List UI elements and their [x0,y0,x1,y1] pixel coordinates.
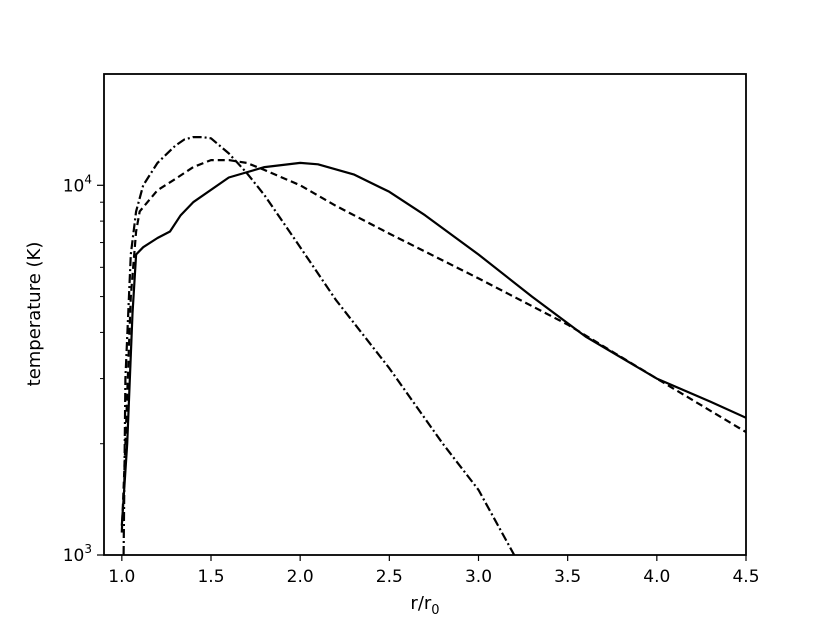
y-tick-label-exponent: 4 [84,172,92,186]
x-tick-label: 4.0 [643,567,670,587]
x-axis-label-main: r/r [410,593,431,614]
y-tick-label: 104 [63,172,92,196]
x-tick-label: 3.0 [465,567,492,587]
y-axis-label: temperature (K) [24,242,45,387]
y-tick-label: 103 [63,542,92,566]
series-solid-line [120,161,746,526]
plot-frame [103,73,747,556]
y-tick-label-base: 10 [63,176,85,196]
x-tick-label: 2.5 [376,567,403,587]
x-axis-label: r/r0 [410,593,439,618]
series-lines [120,136,746,555]
x-tick-label: 1.0 [108,567,135,587]
y-tick-label-exponent: 3 [84,542,92,556]
x-axis-label-subscript: 0 [431,603,439,618]
series-dashed-line [120,159,746,533]
x-tick-label: 1.5 [197,567,224,587]
x-tick-label: 2.0 [287,567,314,587]
x-tick-label: 4.5 [732,567,759,587]
series-dashdot-line [122,136,516,555]
x-tick-label: 3.5 [554,567,581,587]
y-tick-label-base: 10 [63,546,85,566]
